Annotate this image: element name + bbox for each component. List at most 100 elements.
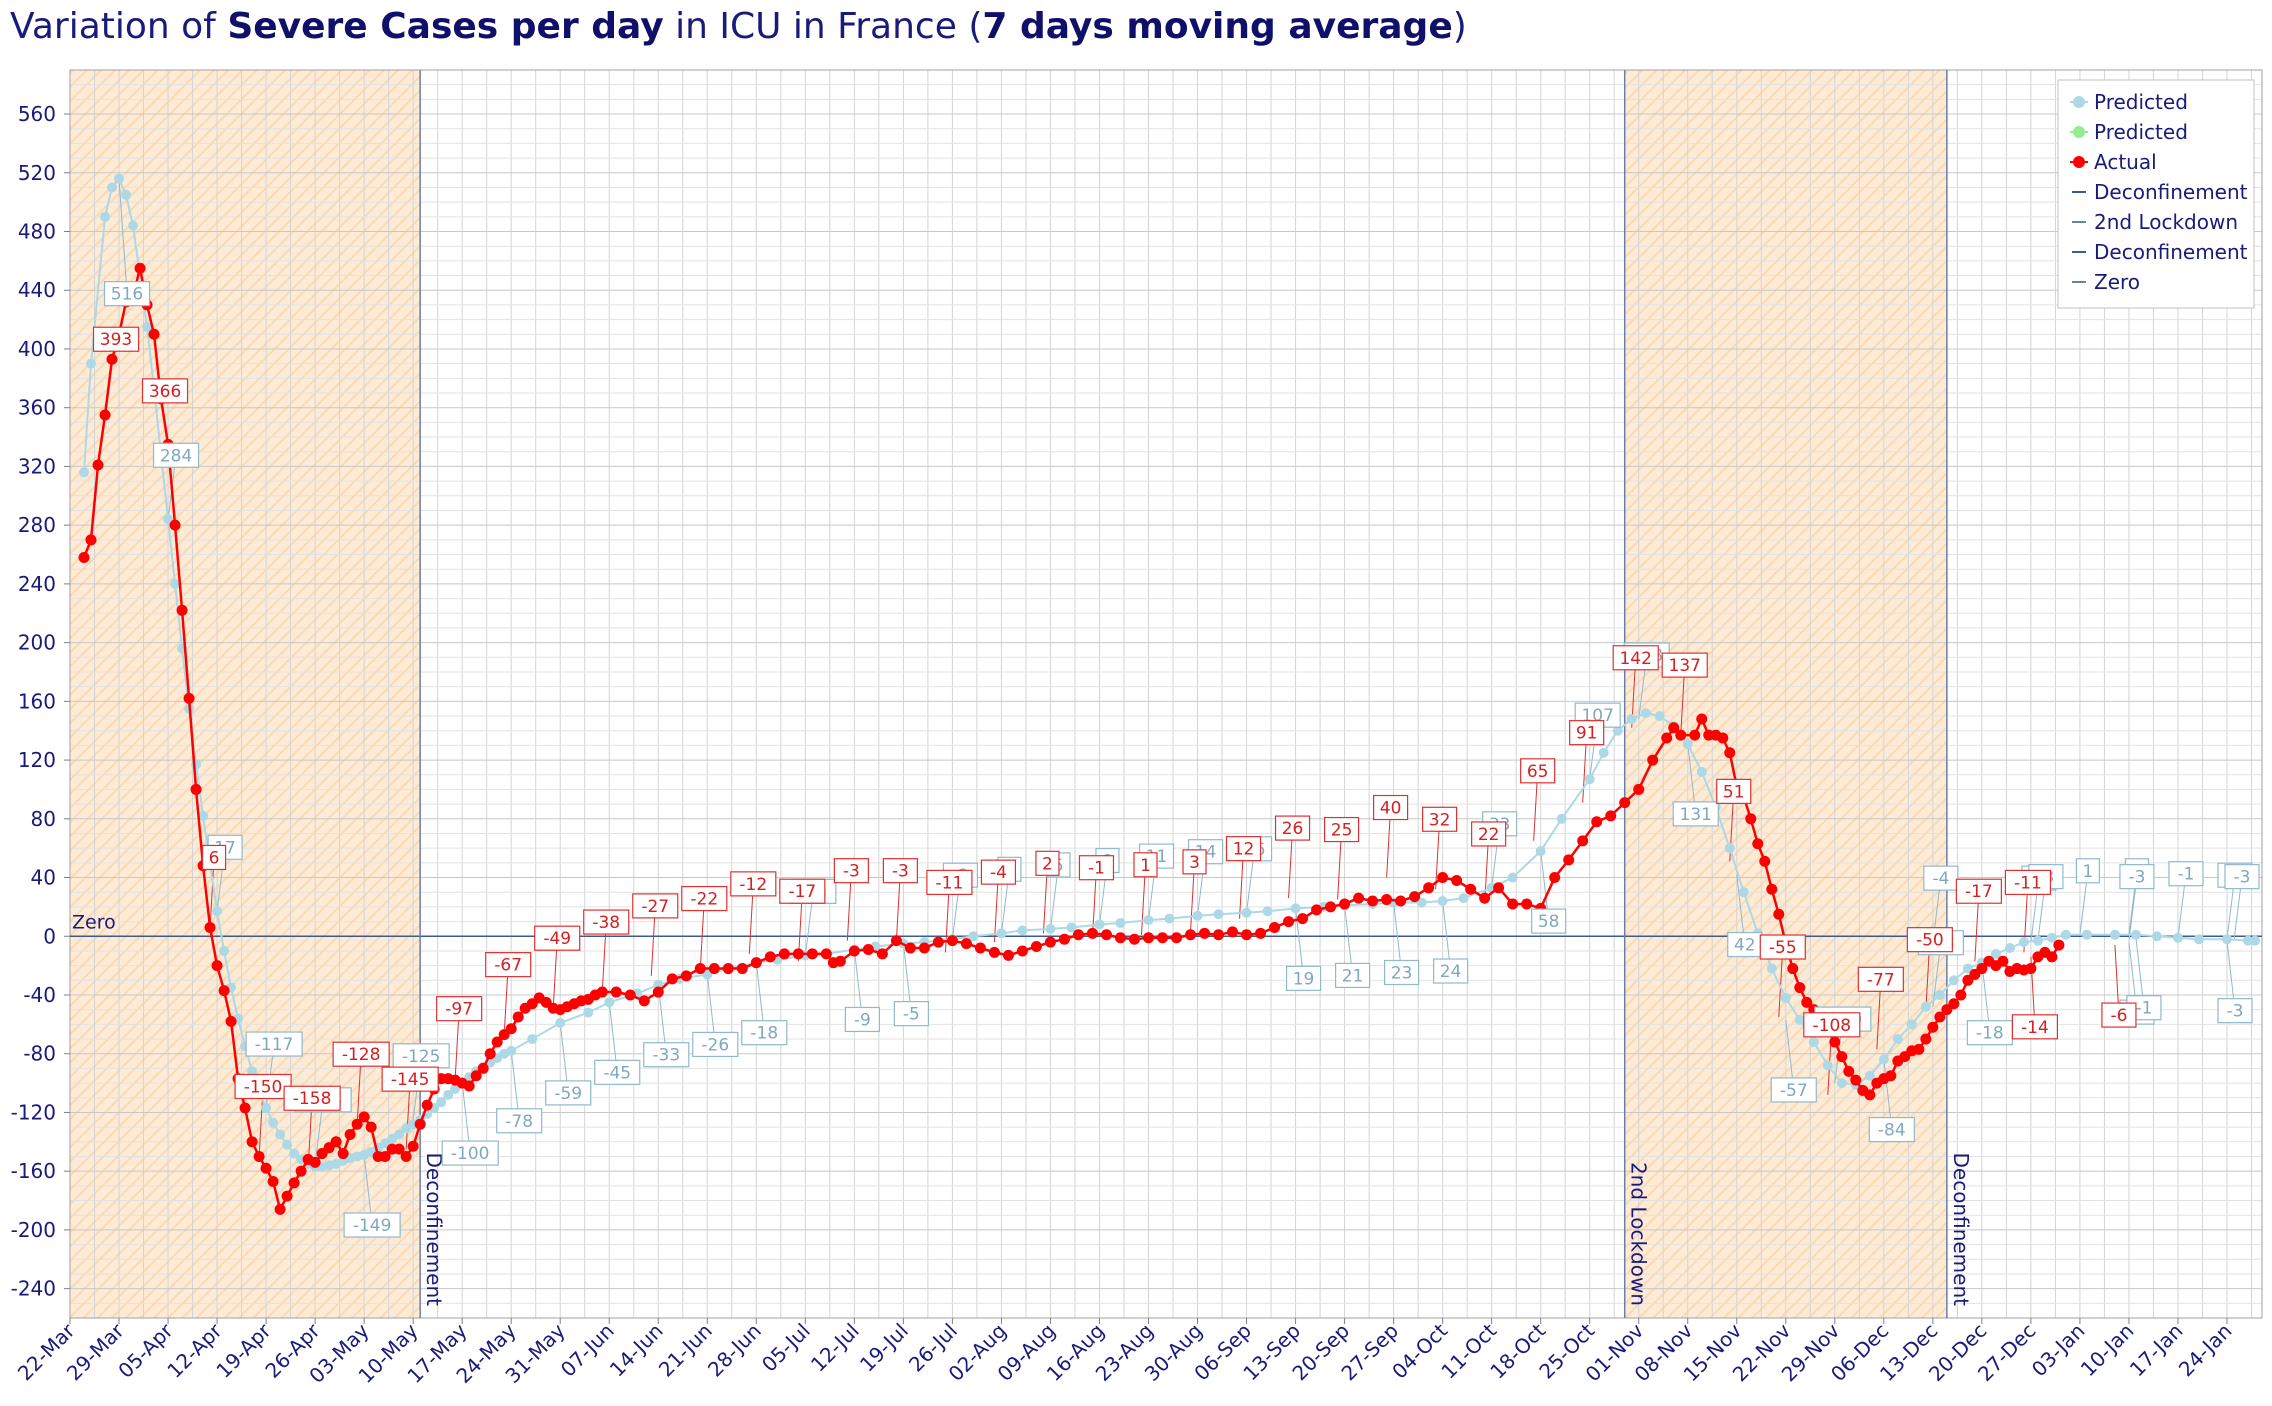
annotation-label: 25 (1331, 821, 1353, 841)
predicted-series-point (1598, 747, 1609, 758)
vertical-marker-label: Deconfinement (1949, 1153, 1973, 1307)
y-tick-label: 120 (18, 748, 56, 772)
annotation-box (1373, 794, 1409, 821)
actual-series-point (1395, 895, 1407, 907)
predicted-series-point (1948, 975, 1959, 986)
legend-entry: Deconfinement (2094, 180, 2248, 204)
predicted-series-point (1094, 919, 1105, 930)
annotation-box (1133, 852, 1158, 878)
annotation-box (332, 1041, 390, 1067)
actual-series-point (2053, 939, 2065, 951)
actual-series-point (1339, 898, 1351, 910)
annotation-box (844, 1006, 880, 1033)
actual-series-point (463, 1080, 475, 1092)
actual-series-point (946, 935, 958, 947)
predicted-series-point (996, 928, 1007, 939)
actual-series-point (1507, 898, 1519, 910)
legend-entry: Predicted (2094, 120, 2188, 144)
legend-swatch-dot (2073, 126, 2085, 138)
title-part-5: ) (1452, 6, 1467, 47)
predicted-series-point (1213, 909, 1224, 920)
annotation-label: 24 (1440, 962, 1462, 982)
annotation-label: -33 (652, 1046, 680, 1066)
annotation-label: -6 (2110, 1006, 2127, 1026)
annotation-box (343, 1212, 401, 1238)
predicted-series-point (1794, 1014, 1805, 1025)
y-tick-label: 160 (18, 689, 56, 713)
actual-series-point (365, 1121, 377, 1133)
actual-series-point (379, 1150, 391, 1162)
annotation-label: -3 (2234, 868, 2251, 888)
annotation-box (1803, 1012, 1861, 1038)
actual-series-point (988, 946, 1000, 958)
annotation-box (283, 1085, 341, 1111)
annotation-box (1906, 927, 1953, 953)
annotation-label: -149 (353, 1216, 392, 1236)
predicted-series-point (1535, 846, 1546, 857)
annotation-box (1274, 815, 1311, 841)
legend-entry: Zero (2094, 270, 2140, 294)
annotation-label: 91 (1576, 724, 1598, 744)
y-tick-label: 400 (18, 337, 56, 361)
actual-series-point (267, 1175, 279, 1187)
predicted-series-point (2060, 929, 2071, 940)
y-tick-label: -240 (11, 1277, 56, 1301)
predicted-series-point (2172, 932, 2183, 943)
predicted-series-point (86, 358, 97, 369)
actual-series-point (99, 409, 111, 421)
predicted-series-point (1864, 1070, 1875, 1081)
predicted-series-point (79, 467, 90, 478)
title-part-1: Variation of (10, 6, 228, 47)
x-tick-label: 07-Jun (556, 1319, 619, 1382)
predicted-series-point (142, 321, 153, 332)
actual-series-point (1171, 932, 1183, 944)
predicted-series-point (1892, 1034, 1903, 1045)
actual-series-point (1086, 927, 1098, 939)
annotation-box (730, 871, 777, 897)
predicted-series-point (506, 1045, 517, 1056)
annotation-label: -78 (505, 1112, 533, 1132)
y-tick-label: 480 (18, 220, 56, 244)
actual-series-point (1423, 882, 1435, 894)
annotation-box (2224, 864, 2260, 890)
annotation-leader (118, 178, 128, 294)
y-tick-label: 520 (18, 161, 56, 185)
annotation-label: -97 (445, 1000, 473, 1020)
actual-series-point (1227, 926, 1239, 938)
annotation-box (1857, 966, 1904, 992)
actual-series-point (1934, 1011, 1946, 1023)
actual-series-point (2025, 963, 2037, 975)
annotation-box (1323, 816, 1360, 843)
actual-series-point (1058, 933, 1070, 945)
actual-series-point (1829, 1036, 1841, 1048)
predicted-series-point (289, 1148, 300, 1159)
actual-series-point (1465, 883, 1477, 895)
annotation-box (583, 909, 630, 935)
annotation-box (103, 281, 151, 307)
annotation-box (2075, 858, 2101, 884)
annotation-label: 19 (1293, 969, 1315, 989)
predicted-series-point (1437, 896, 1448, 907)
annotation-label: -17 (788, 882, 816, 902)
actual-series-point (1283, 916, 1295, 928)
predicted-series-point (1822, 1060, 1833, 1071)
predicted-series-point (1654, 711, 1665, 722)
predicted-series-point (1906, 1019, 1917, 1030)
annotation-box (2168, 861, 2204, 887)
annotation-label: -1 (2177, 865, 2194, 885)
plot-frame (69, 69, 2263, 1319)
legend-entry: Actual (2094, 150, 2157, 174)
actual-series-point (246, 1136, 258, 1148)
annotation-label: 32 (1429, 810, 1451, 830)
annotation-label: -3 (2227, 1002, 2244, 1022)
predicted-series-point (1066, 922, 1077, 933)
actual-series-point (470, 1070, 482, 1082)
annotation-label: -5 (903, 1005, 920, 1025)
actual-series-point (974, 942, 986, 954)
annotation-box (1285, 965, 1322, 991)
annotation-box (594, 1059, 641, 1085)
predicted-series-point (443, 1089, 454, 1100)
vertical-marker-label: 2nd Lockdown (1627, 1162, 1651, 1306)
annotation-label: -50 (1916, 931, 1944, 951)
